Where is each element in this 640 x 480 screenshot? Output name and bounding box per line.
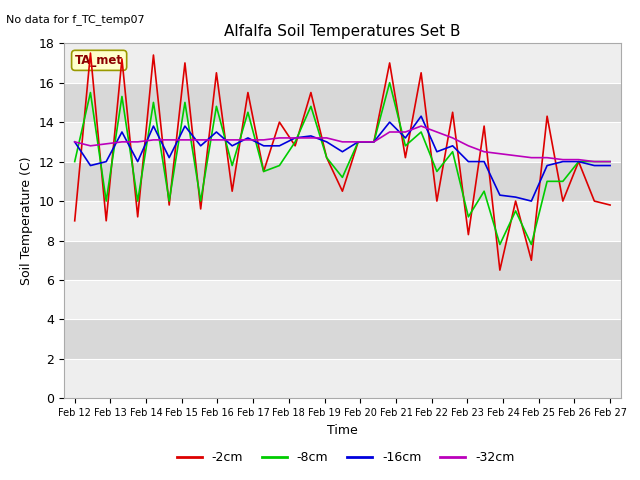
Legend: -2cm, -8cm, -16cm, -32cm: -2cm, -8cm, -16cm, -32cm — [172, 446, 520, 469]
Text: No data for f_TC_temp07: No data for f_TC_temp07 — [6, 14, 145, 25]
Bar — [64, 280, 621, 320]
Text: TA_met: TA_met — [75, 54, 123, 67]
Bar — [64, 122, 621, 162]
Bar — [64, 320, 621, 359]
Bar — [64, 201, 621, 240]
Bar — [64, 162, 621, 201]
Bar — [64, 240, 621, 280]
Y-axis label: Soil Temperature (C): Soil Temperature (C) — [20, 156, 33, 285]
Bar — [64, 83, 621, 122]
Bar — [64, 43, 621, 83]
Title: Alfalfa Soil Temperatures Set B: Alfalfa Soil Temperatures Set B — [224, 24, 461, 39]
X-axis label: Time: Time — [327, 424, 358, 437]
Bar — [64, 359, 621, 398]
